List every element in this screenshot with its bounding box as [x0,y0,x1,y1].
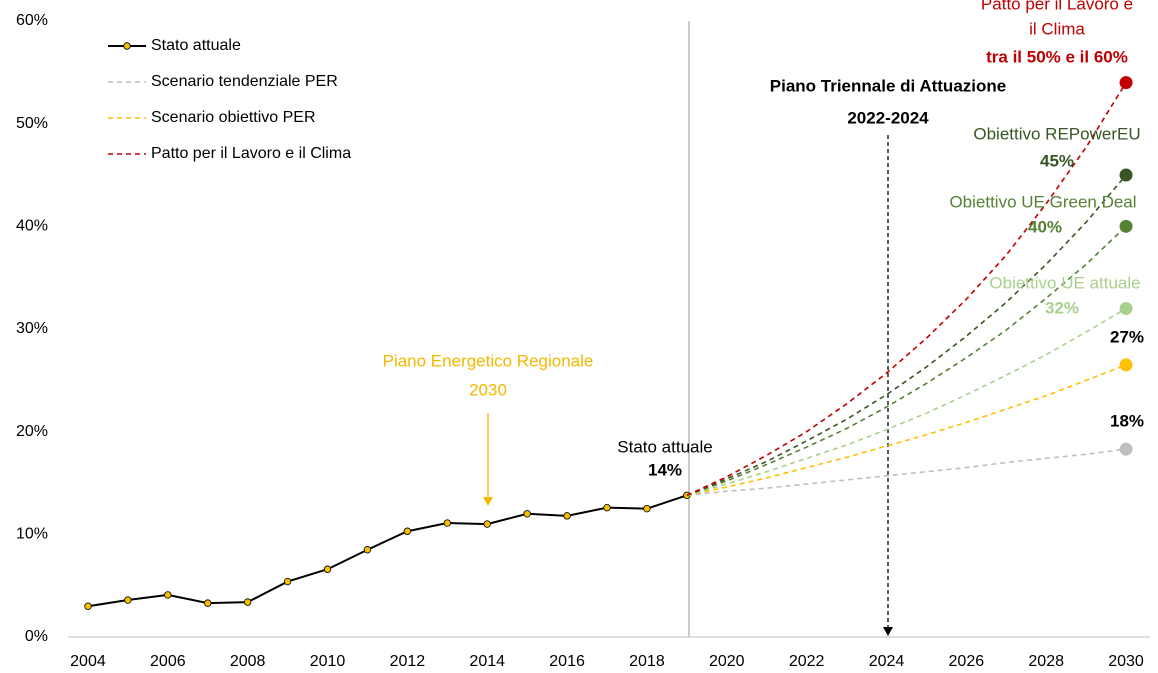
end-point [1119,219,1133,233]
x-tick-label: 2014 [469,653,505,670]
annotation: il Clima [1029,19,1085,38]
dashed-line [686,225,1127,497]
point [243,598,252,606]
y-tick-label: 40% [16,218,48,235]
x-tick-label: 2016 [549,653,585,670]
y-tick-label: 30% [16,320,48,337]
line [87,494,688,608]
annotation: Piano Triennale di Attuazione [770,76,1006,95]
annotation: 27% [1110,327,1144,346]
annotation: 40% [1028,217,1062,236]
annotation: Obiettivo REPowerEU [973,124,1140,143]
y-tick-label: 20% [16,423,48,440]
annotation: 18% [1110,411,1144,430]
dashed-line [686,364,1127,497]
point [204,599,212,607]
annotation: Piano Energetico Regionale [383,351,594,370]
x-tick-label: 2010 [310,653,346,670]
legend-marker [123,42,131,50]
annotation: 2022-2024 [847,108,929,127]
dashed-line [686,82,1127,497]
dashed-line [686,448,1127,497]
x-tick-label: 2030 [1108,653,1144,670]
arrow-head [883,627,893,636]
arrow-head [483,497,493,506]
x-tick-label: 2026 [949,653,985,670]
end-point [1119,358,1133,372]
annotation: Obiettivo UE attuale [989,273,1140,292]
y-tick-label: 10% [16,526,48,543]
end-point [1119,442,1133,456]
point [403,527,412,535]
dashed-line [686,307,1127,497]
x-tick-label: 2022 [789,653,825,670]
x-tick-label: 2006 [150,653,186,670]
point [483,520,491,528]
y-tick-label: 0% [25,628,48,645]
x-tick-label: 2012 [390,653,426,670]
x-tick-label: 2028 [1028,653,1064,670]
point [164,591,172,599]
annotation: tra il 50% e il 60% [986,47,1128,66]
point [523,510,531,518]
end-point [1119,76,1133,90]
point [443,519,451,527]
annotation: 2030 [469,380,507,399]
legend-label: Scenario obiettivo PER [151,109,316,126]
y-tick-label: 50% [16,115,48,132]
end-point [1119,301,1133,315]
annotation: 45% [1040,151,1074,170]
annotation: 14% [648,460,682,479]
point [323,565,332,573]
annotation: Stato attuale [617,437,712,456]
point [84,602,92,610]
legend-label: Scenario tendenziale PER [151,73,338,90]
annotation: 32% [1045,298,1079,317]
x-tick-label: 2004 [70,653,106,670]
x-tick-label: 2020 [709,653,745,670]
point [603,503,611,512]
x-tick-label: 2024 [869,653,905,670]
point [363,546,372,554]
annotation: Patto per il Lavoro e [981,0,1133,13]
annotation: Obiettivo UE Green Deal [949,192,1136,211]
y-tick-label: 60% [16,12,48,29]
point [643,504,651,513]
end-point [1119,168,1133,182]
point [124,596,132,604]
x-tick-label: 2008 [230,653,266,670]
legend-label: Stato attuale [151,37,241,54]
point [563,512,571,520]
point [283,577,292,586]
x-tick-label: 2018 [629,653,665,670]
legend-label: Patto per il Lavoro e il Clima [151,145,351,162]
